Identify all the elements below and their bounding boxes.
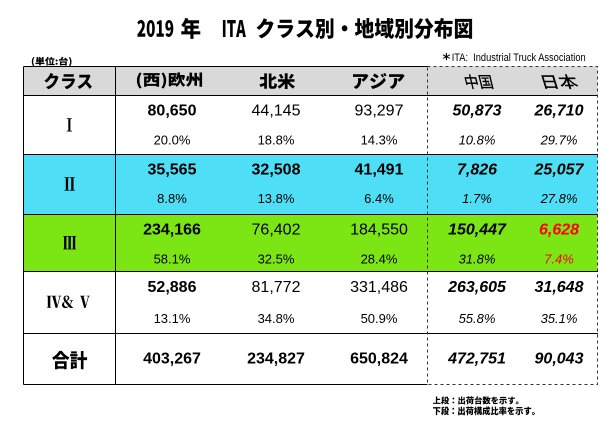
svg-text:150,447: 150,447 xyxy=(448,222,507,239)
svg-text:ITA: Industrial Truck Associa: ITA: Industrial Truck Association xyxy=(452,52,586,64)
svg-text:28.4%: 28.4% xyxy=(361,252,398,267)
svg-text:13.1%: 13.1% xyxy=(154,311,191,326)
svg-text:472,751: 472,751 xyxy=(447,350,506,367)
svg-text:6.4%: 6.4% xyxy=(364,191,394,206)
svg-text:8.8%: 8.8% xyxy=(157,191,187,206)
svg-text:13.8%: 13.8% xyxy=(258,191,295,206)
svg-text:263,605: 263,605 xyxy=(447,279,507,296)
svg-text:20.0%: 20.0% xyxy=(154,132,191,147)
svg-text:234,166: 234,166 xyxy=(143,222,201,239)
svg-text:35.1%: 35.1% xyxy=(541,311,578,326)
svg-text:10.8%: 10.8% xyxy=(459,132,496,147)
svg-text:44,145: 44,145 xyxy=(252,102,301,119)
svg-text:650,824: 650,824 xyxy=(350,350,408,367)
svg-text:14.3%: 14.3% xyxy=(361,132,398,147)
svg-text:25,057: 25,057 xyxy=(534,162,585,179)
svg-text:27.8%: 27.8% xyxy=(540,191,578,206)
svg-text:6,628: 6,628 xyxy=(539,222,579,239)
svg-text:80,650: 80,650 xyxy=(148,102,197,119)
svg-text:50,873: 50,873 xyxy=(453,102,502,119)
svg-text:403,267: 403,267 xyxy=(143,350,201,367)
svg-text:34.8%: 34.8% xyxy=(258,311,295,326)
svg-text:76,402: 76,402 xyxy=(252,222,301,239)
svg-text:331,486: 331,486 xyxy=(350,279,408,296)
svg-text:41,491: 41,491 xyxy=(355,162,404,179)
svg-text:31.8%: 31.8% xyxy=(459,252,496,267)
svg-text:32,508: 32,508 xyxy=(252,162,301,179)
svg-text:90,043: 90,043 xyxy=(535,350,584,367)
svg-text:1.7%: 1.7% xyxy=(462,191,492,206)
svg-text:58.1%: 58.1% xyxy=(154,252,191,267)
svg-text:50.9%: 50.9% xyxy=(361,311,398,326)
svg-text:26,710: 26,710 xyxy=(534,102,584,119)
svg-text:81,772: 81,772 xyxy=(252,279,301,296)
svg-text:93,297: 93,297 xyxy=(355,102,404,119)
svg-text:55.8%: 55.8% xyxy=(459,311,496,326)
svg-text:7,826: 7,826 xyxy=(457,162,497,179)
svg-text:18.8%: 18.8% xyxy=(258,132,295,147)
svg-text:35,565: 35,565 xyxy=(148,162,197,179)
svg-text:7.4%: 7.4% xyxy=(544,252,574,267)
svg-text:52,886: 52,886 xyxy=(148,279,197,296)
svg-text:234,827: 234,827 xyxy=(247,350,305,367)
svg-text:184,550: 184,550 xyxy=(350,222,408,239)
svg-text:31,648: 31,648 xyxy=(535,279,584,296)
svg-text:32.5%: 32.5% xyxy=(258,252,295,267)
svg-text:29.7%: 29.7% xyxy=(540,132,578,147)
